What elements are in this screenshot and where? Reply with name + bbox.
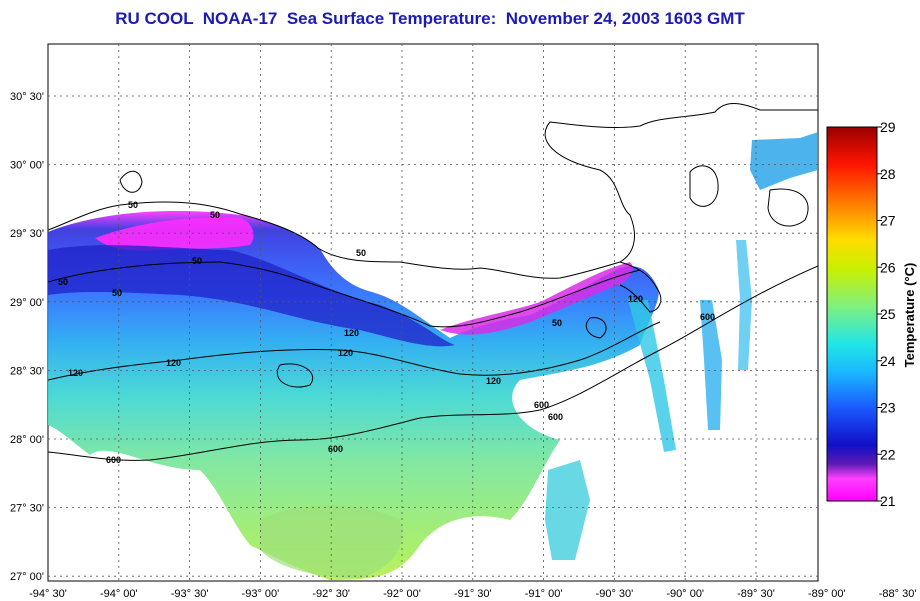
colorbar-tick-label: 21 — [880, 493, 896, 509]
contour-label: 120 — [344, 328, 359, 338]
colorbar-tick-label: 25 — [880, 306, 896, 322]
colorbar-tick-label: 24 — [880, 353, 896, 369]
lat-tick-label: 30° 30' — [10, 91, 44, 103]
lat-tick-label: 29° 30' — [10, 228, 44, 240]
contour-label: 120 — [338, 348, 353, 358]
latitude-axis: 30° 30' 30° 00' 29° 30' 29° 00' 28° 30' 28° 0… — [10, 91, 44, 583]
sst-plume-1 — [628, 300, 676, 452]
colorbar-ticks: 29 28 27 26 25 24 23 22 21 — [877, 119, 896, 509]
colorbar-gradient — [826, 126, 878, 502]
lon-tick-label: -89° 30' — [737, 588, 775, 600]
lon-tick-label: -92° 00' — [383, 588, 421, 600]
lat-tick-label: 27° 30' — [10, 503, 44, 515]
lon-tick-label: -90° 00' — [666, 588, 704, 600]
colorbar-tick-label: 22 — [880, 446, 896, 462]
inland-lake — [689, 165, 719, 207]
colorbar-tick-label: 29 — [880, 119, 896, 135]
contour-label: 600 — [106, 455, 121, 465]
contour-label: 50 — [128, 200, 138, 210]
contour-label: 120 — [486, 376, 501, 386]
mississippi-delta — [619, 261, 662, 313]
sst-plume-2 — [700, 300, 722, 430]
lon-tick-label: -93° 30' — [171, 588, 209, 600]
contour-label: 600 — [548, 412, 563, 422]
contour-label: 50 — [210, 210, 220, 220]
isobath-50 — [48, 261, 641, 328]
cool-band — [48, 245, 455, 347]
lon-tick-label: -90° 30' — [596, 588, 634, 600]
isobath-120-loop — [277, 363, 313, 388]
lat-tick-label: 28° 00' — [10, 434, 44, 446]
contour-label: 600 — [534, 400, 549, 410]
contour-label: 50 — [356, 248, 366, 258]
lon-tick-label: -93° 00' — [242, 588, 280, 600]
louisiana-coastline — [48, 44, 818, 279]
colorbar-tick-label: 23 — [880, 400, 896, 416]
lon-tick-label: -89° 00' — [808, 588, 846, 600]
lon-tick-label: -92° 30' — [312, 588, 350, 600]
sst-plume-3 — [736, 240, 752, 370]
contour-labels: 50 50 50 50 50 50 50 120 120 120 120 120… — [58, 200, 715, 465]
colorbar: 29 28 27 26 25 24 23 22 21 Temperature (°C) — [826, 119, 917, 509]
colorbar-tick-label: 28 — [880, 166, 896, 182]
contour-label: 600 — [700, 312, 715, 322]
lat-tick-label: 27° 00' — [10, 571, 44, 583]
contour-label: 50 — [192, 256, 202, 266]
contour-label: 120 — [68, 368, 83, 378]
contour-label: 50 — [552, 318, 562, 328]
lon-tick-label: -94° 00' — [100, 588, 138, 600]
contour-label: 120 — [628, 294, 643, 304]
sst-plume-4 — [750, 132, 818, 190]
lon-tick-label: -91° 00' — [525, 588, 563, 600]
contour-label: 50 — [112, 288, 122, 298]
contour-label: 120 — [166, 358, 181, 368]
longitude-axis: -94° 30' -94° 00' -93° 30' -93° 00' -92° 30'… — [29, 588, 916, 600]
isobath-600-loop — [585, 317, 607, 339]
sst-patches-south — [545, 460, 590, 560]
map-title: RU COOL NOAA-17 Sea Surface Temperature:… — [115, 9, 745, 28]
sst-data-layer — [48, 44, 818, 580]
lat-tick-label: 29° 00' — [10, 297, 44, 309]
lat-tick-label: 30° 00' — [10, 160, 44, 172]
cold-coastal-fringe — [95, 217, 254, 251]
colorbar-tick-label: 27 — [880, 213, 896, 229]
graticule — [48, 44, 818, 581]
lon-tick-label: -94° 30' — [29, 588, 67, 600]
sst-patches-deep — [260, 505, 403, 578]
lat-tick-label: 28° 30' — [10, 365, 44, 377]
isobath-600 — [48, 265, 818, 461]
colorbar-label: Temperature (°C) — [902, 263, 917, 368]
sst-swath — [48, 211, 659, 580]
contour-label: 50 — [58, 277, 68, 287]
lon-tick-label: -88° 30' — [879, 588, 917, 600]
isobath-east-loop — [767, 188, 809, 227]
cold-fringe-east — [440, 262, 633, 335]
island-contour — [119, 170, 143, 193]
isobath-120 — [48, 321, 661, 381]
lon-tick-label: -91° 30' — [454, 588, 492, 600]
colorbar-tick-label: 26 — [880, 259, 896, 275]
contour-label: 600 — [328, 444, 343, 454]
